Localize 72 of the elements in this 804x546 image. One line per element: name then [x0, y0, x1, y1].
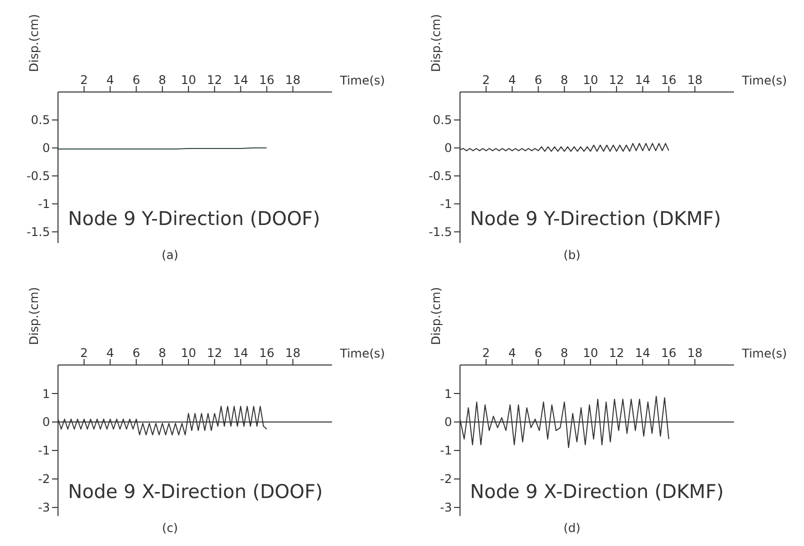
y-tick-label: -1	[440, 444, 452, 458]
x-tick-label: 8	[560, 73, 568, 87]
text: (b)	[562, 248, 582, 262]
y-tick-label: -2	[440, 472, 452, 486]
y-tick-label: 0	[42, 415, 50, 430]
x-tick-label: 6	[132, 73, 140, 87]
x-tick-label: 12	[608, 73, 624, 87]
text: (a)	[160, 248, 180, 262]
y-tick-label: 0.5	[30, 113, 50, 128]
x-tick-label: 12	[206, 346, 222, 360]
x-tick-label: 16	[661, 346, 676, 360]
y-tick-label: -3	[440, 500, 452, 515]
text: (c)	[161, 521, 179, 535]
text: Node 9 Y-Direction (DOOF)	[68, 208, 320, 230]
x-tick-label: 4	[106, 346, 114, 360]
x-axis-title: Time(s)	[741, 73, 787, 88]
y-tick-label: -1.5	[428, 225, 452, 240]
x-tick-label: 2	[80, 73, 88, 87]
y-tick-label: 1	[444, 386, 452, 401]
x-tick-label: 10	[180, 346, 196, 360]
x-tick-label: 8	[158, 346, 166, 360]
y-axis-title: Disp.(cm)	[429, 287, 444, 345]
x-tick-label: 12	[608, 346, 624, 360]
x-tick-label: 18	[687, 346, 702, 360]
text: Node 9 X-Direction (DOOF)	[68, 481, 323, 503]
x-tick-label: 10	[180, 73, 196, 87]
x-tick-label: 16	[259, 73, 274, 87]
x-tick-label: 14	[233, 346, 248, 360]
x-tick-label: 4	[508, 346, 516, 360]
x-tick-label: 2	[482, 346, 490, 360]
y-tick-label: -3	[38, 500, 50, 515]
x-tick-label: 8	[158, 73, 166, 87]
x-tick-label: 14	[233, 73, 248, 87]
y-tick-label: -0.5	[26, 169, 50, 184]
y-tick-label: -2	[38, 472, 50, 486]
y-axis-title: Disp.(cm)	[27, 14, 42, 72]
y-tick-label: 0	[444, 415, 452, 430]
x-tick-label: 6	[132, 346, 140, 360]
x-tick-label: 16	[661, 73, 676, 87]
x-tick-label: 10	[582, 73, 598, 87]
x-tick-label: 18	[285, 346, 300, 360]
x-tick-label: 4	[508, 73, 516, 87]
x-tick-label: 2	[482, 73, 490, 87]
y-tick-label: 0.5	[432, 113, 452, 128]
y-tick-label: -1.5	[26, 225, 50, 240]
x-tick-label: 12	[206, 73, 222, 87]
text: (d)	[562, 521, 582, 535]
x-tick-label: 4	[106, 73, 114, 87]
y-tick-label: 0	[444, 141, 452, 156]
x-axis-title: Time(s)	[741, 346, 787, 360]
text: Node 9 Y-Direction (DKMF)	[470, 208, 722, 230]
x-axis-title: Time(s)	[339, 346, 385, 360]
x-tick-label: 10	[582, 346, 598, 360]
y-tick-label: -0.5	[428, 169, 452, 184]
y-tick-label: -1	[38, 444, 50, 458]
y-tick-label: 0	[42, 141, 50, 156]
y-axis-title: Disp.(cm)	[27, 287, 42, 345]
x-tick-label: 6	[534, 346, 542, 360]
x-tick-label: 2	[80, 346, 88, 360]
text: Node 9 X-Direction (DKMF)	[470, 481, 724, 503]
x-tick-label: 16	[259, 346, 274, 360]
x-tick-label: 18	[285, 73, 300, 87]
y-axis-title: Disp.(cm)	[429, 14, 444, 72]
y-tick-label: -1	[38, 197, 50, 212]
y-tick-label: -1	[440, 197, 452, 212]
x-tick-label: 14	[635, 346, 650, 360]
x-tick-label: 18	[687, 73, 702, 87]
x-axis-title: Time(s)	[339, 73, 385, 88]
y-tick-label: 1	[42, 386, 50, 401]
x-tick-label: 6	[534, 73, 542, 87]
x-tick-label: 8	[560, 346, 568, 360]
x-tick-label: 14	[635, 73, 650, 87]
